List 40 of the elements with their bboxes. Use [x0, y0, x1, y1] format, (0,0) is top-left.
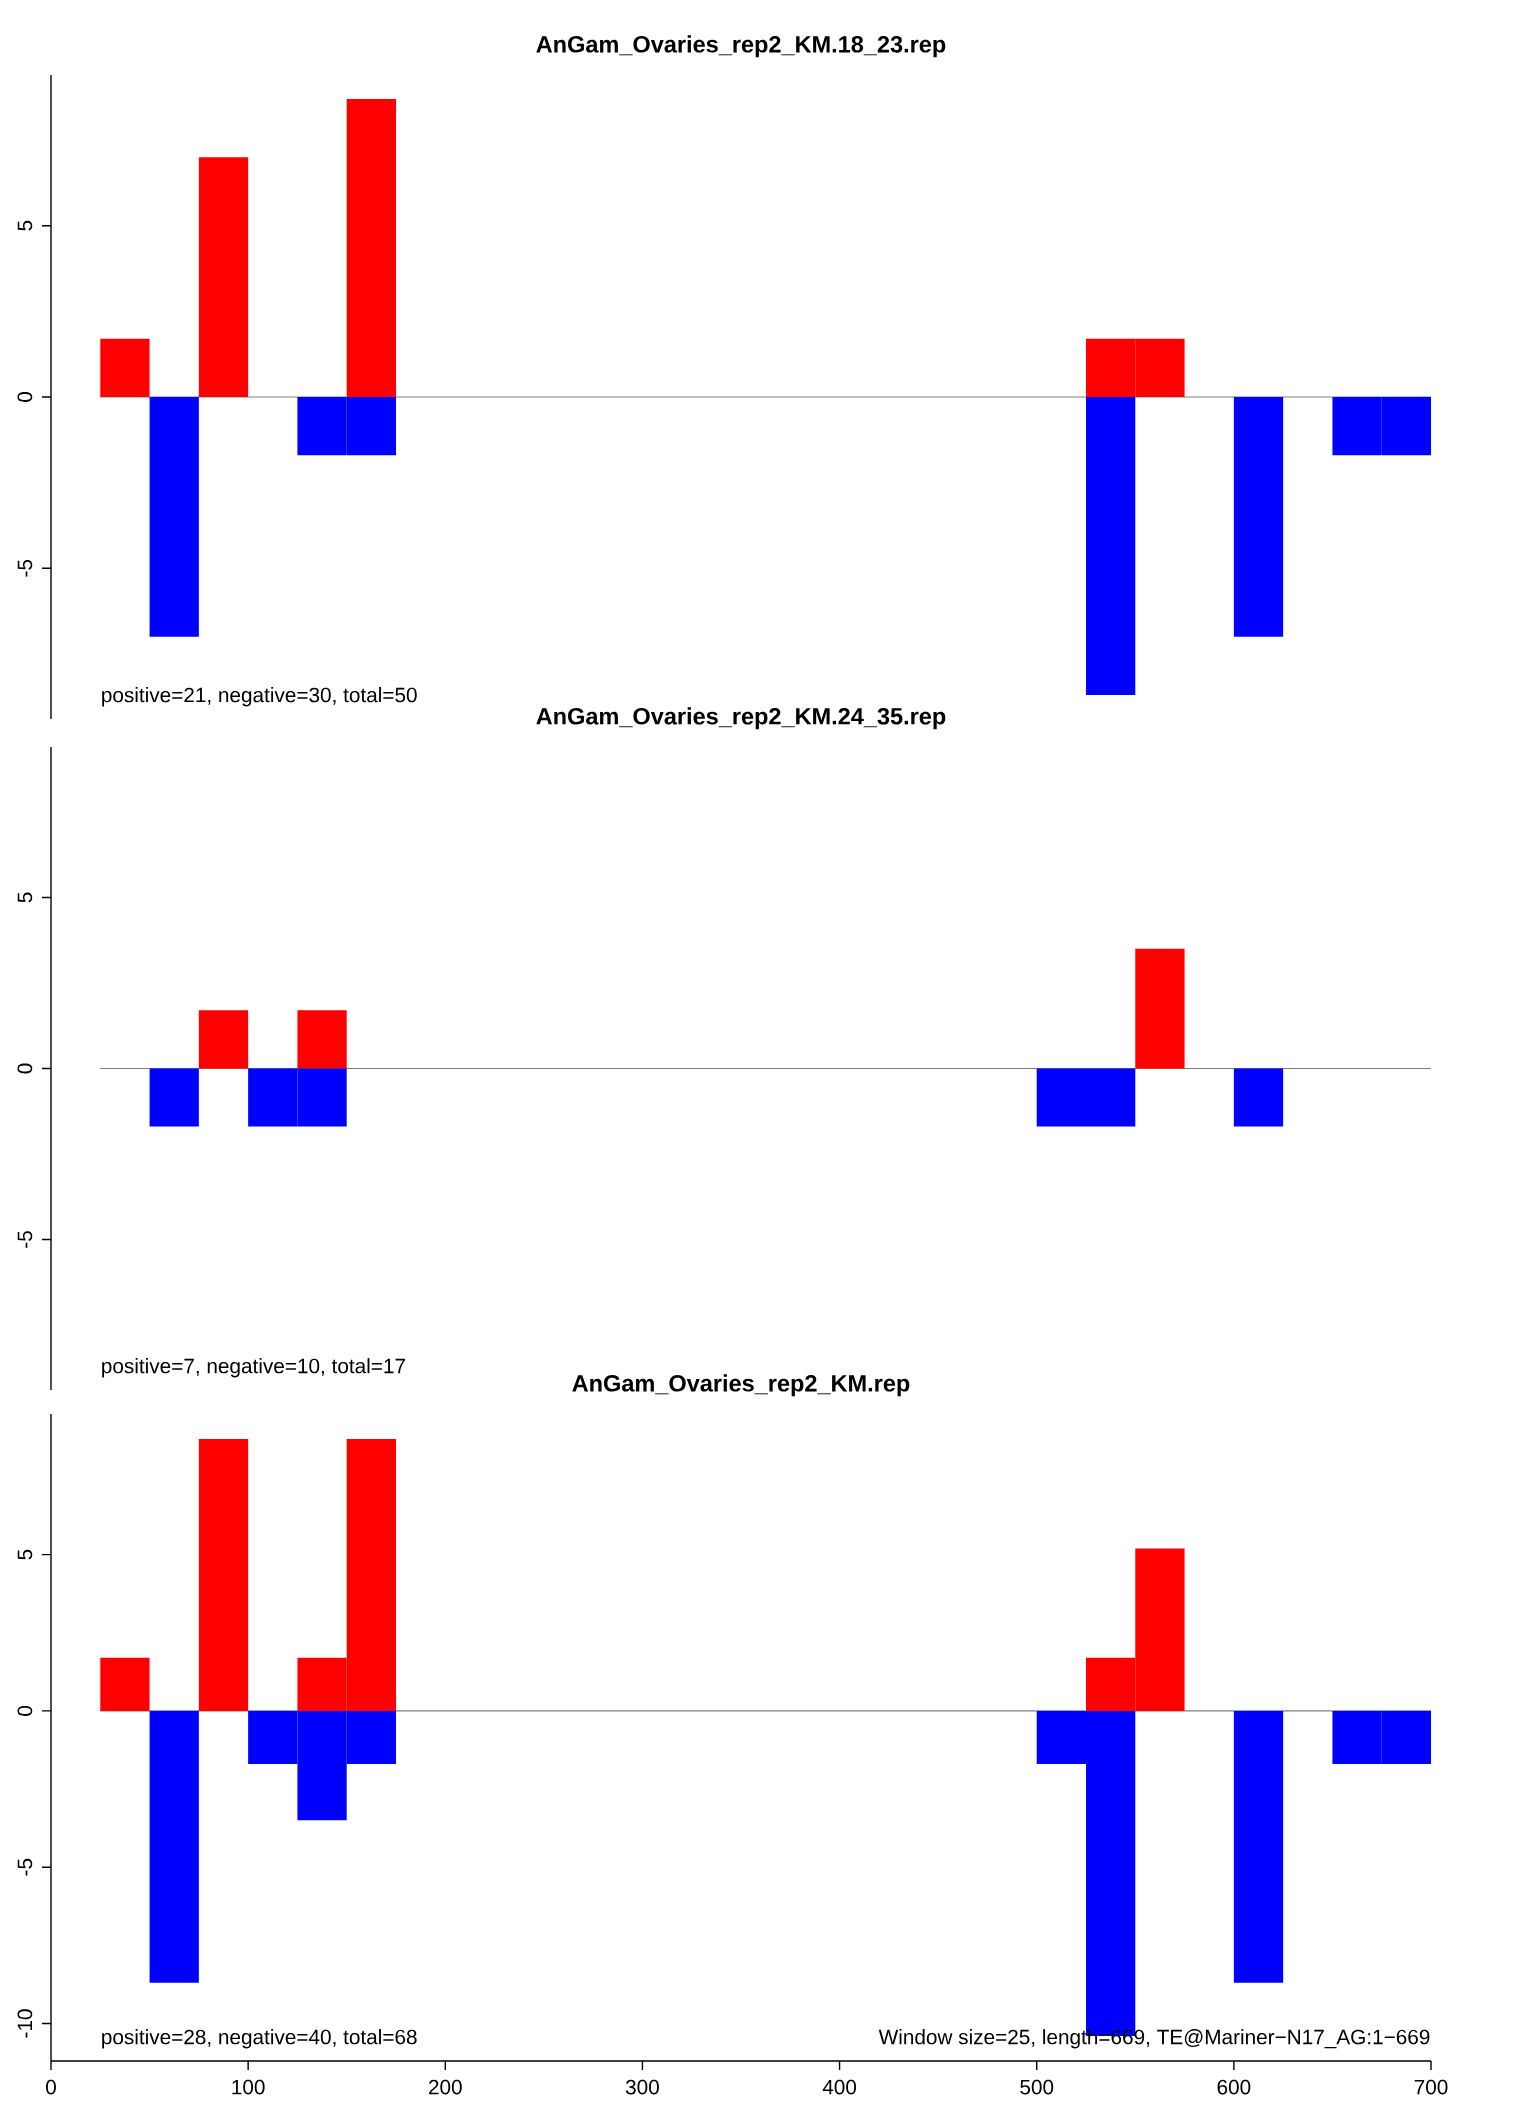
- bar: [198, 1010, 249, 1069]
- x-tick-label: 0: [46, 2079, 56, 2095]
- bar: [198, 157, 249, 397]
- bar: [1086, 396, 1136, 696]
- y-tick-label: 5: [17, 892, 33, 903]
- y-tick-label: 5: [17, 1549, 33, 1560]
- y-tick-label: -5: [17, 1231, 33, 1248]
- chart-title: AnGam_Ovaries_rep2_KM.rep: [572, 1374, 910, 1397]
- y-tick-label: 0: [17, 1705, 33, 1716]
- y-tick-label: -5: [17, 559, 33, 577]
- bar: [149, 1068, 199, 1127]
- x-tick-label: 300: [625, 2079, 659, 2095]
- bar: [149, 1710, 199, 1983]
- y-tick-label: -10: [17, 2009, 33, 2038]
- annotation: positive=7, negative=10, total=17: [102, 1358, 405, 1378]
- chart-title: AnGam_Ovaries_rep2_KM.18_23.rep: [536, 35, 946, 58]
- chart-title: AnGam_Ovaries_rep2_KM.24_35.rep: [536, 707, 946, 730]
- x-tick-label: 400: [822, 2079, 857, 2095]
- y-tick-label: -5: [17, 1858, 33, 1876]
- bar: [149, 396, 199, 637]
- bar: [1233, 1710, 1284, 1983]
- annotation: Window size=25, length=669, TE@Mariner−N17_AG:1−669: [878, 2029, 1430, 2049]
- bar: [297, 1010, 347, 1069]
- y-tick-label: 0: [17, 1063, 33, 1074]
- bar: [346, 98, 397, 397]
- bar: [100, 1657, 150, 1711]
- annotation: positive=21, negative=30, total=50: [102, 687, 417, 707]
- bar: [1135, 948, 1185, 1069]
- bar: [1233, 1068, 1284, 1127]
- x-tick-label: 700: [1414, 2079, 1448, 2095]
- bar: [100, 338, 150, 397]
- y-tick-label: 0: [17, 392, 33, 402]
- y-tick-label: 5: [17, 220, 33, 231]
- x-tick-label: 600: [1217, 2079, 1251, 2095]
- x-tick-label: 500: [1020, 2079, 1054, 2095]
- bar: [198, 1439, 249, 1711]
- bar: [1233, 396, 1284, 637]
- x-tick-label: 100: [232, 2079, 265, 2095]
- annotation: positive=28, negative=40, total=68: [102, 2029, 417, 2049]
- x-tick-label: 200: [429, 2079, 462, 2095]
